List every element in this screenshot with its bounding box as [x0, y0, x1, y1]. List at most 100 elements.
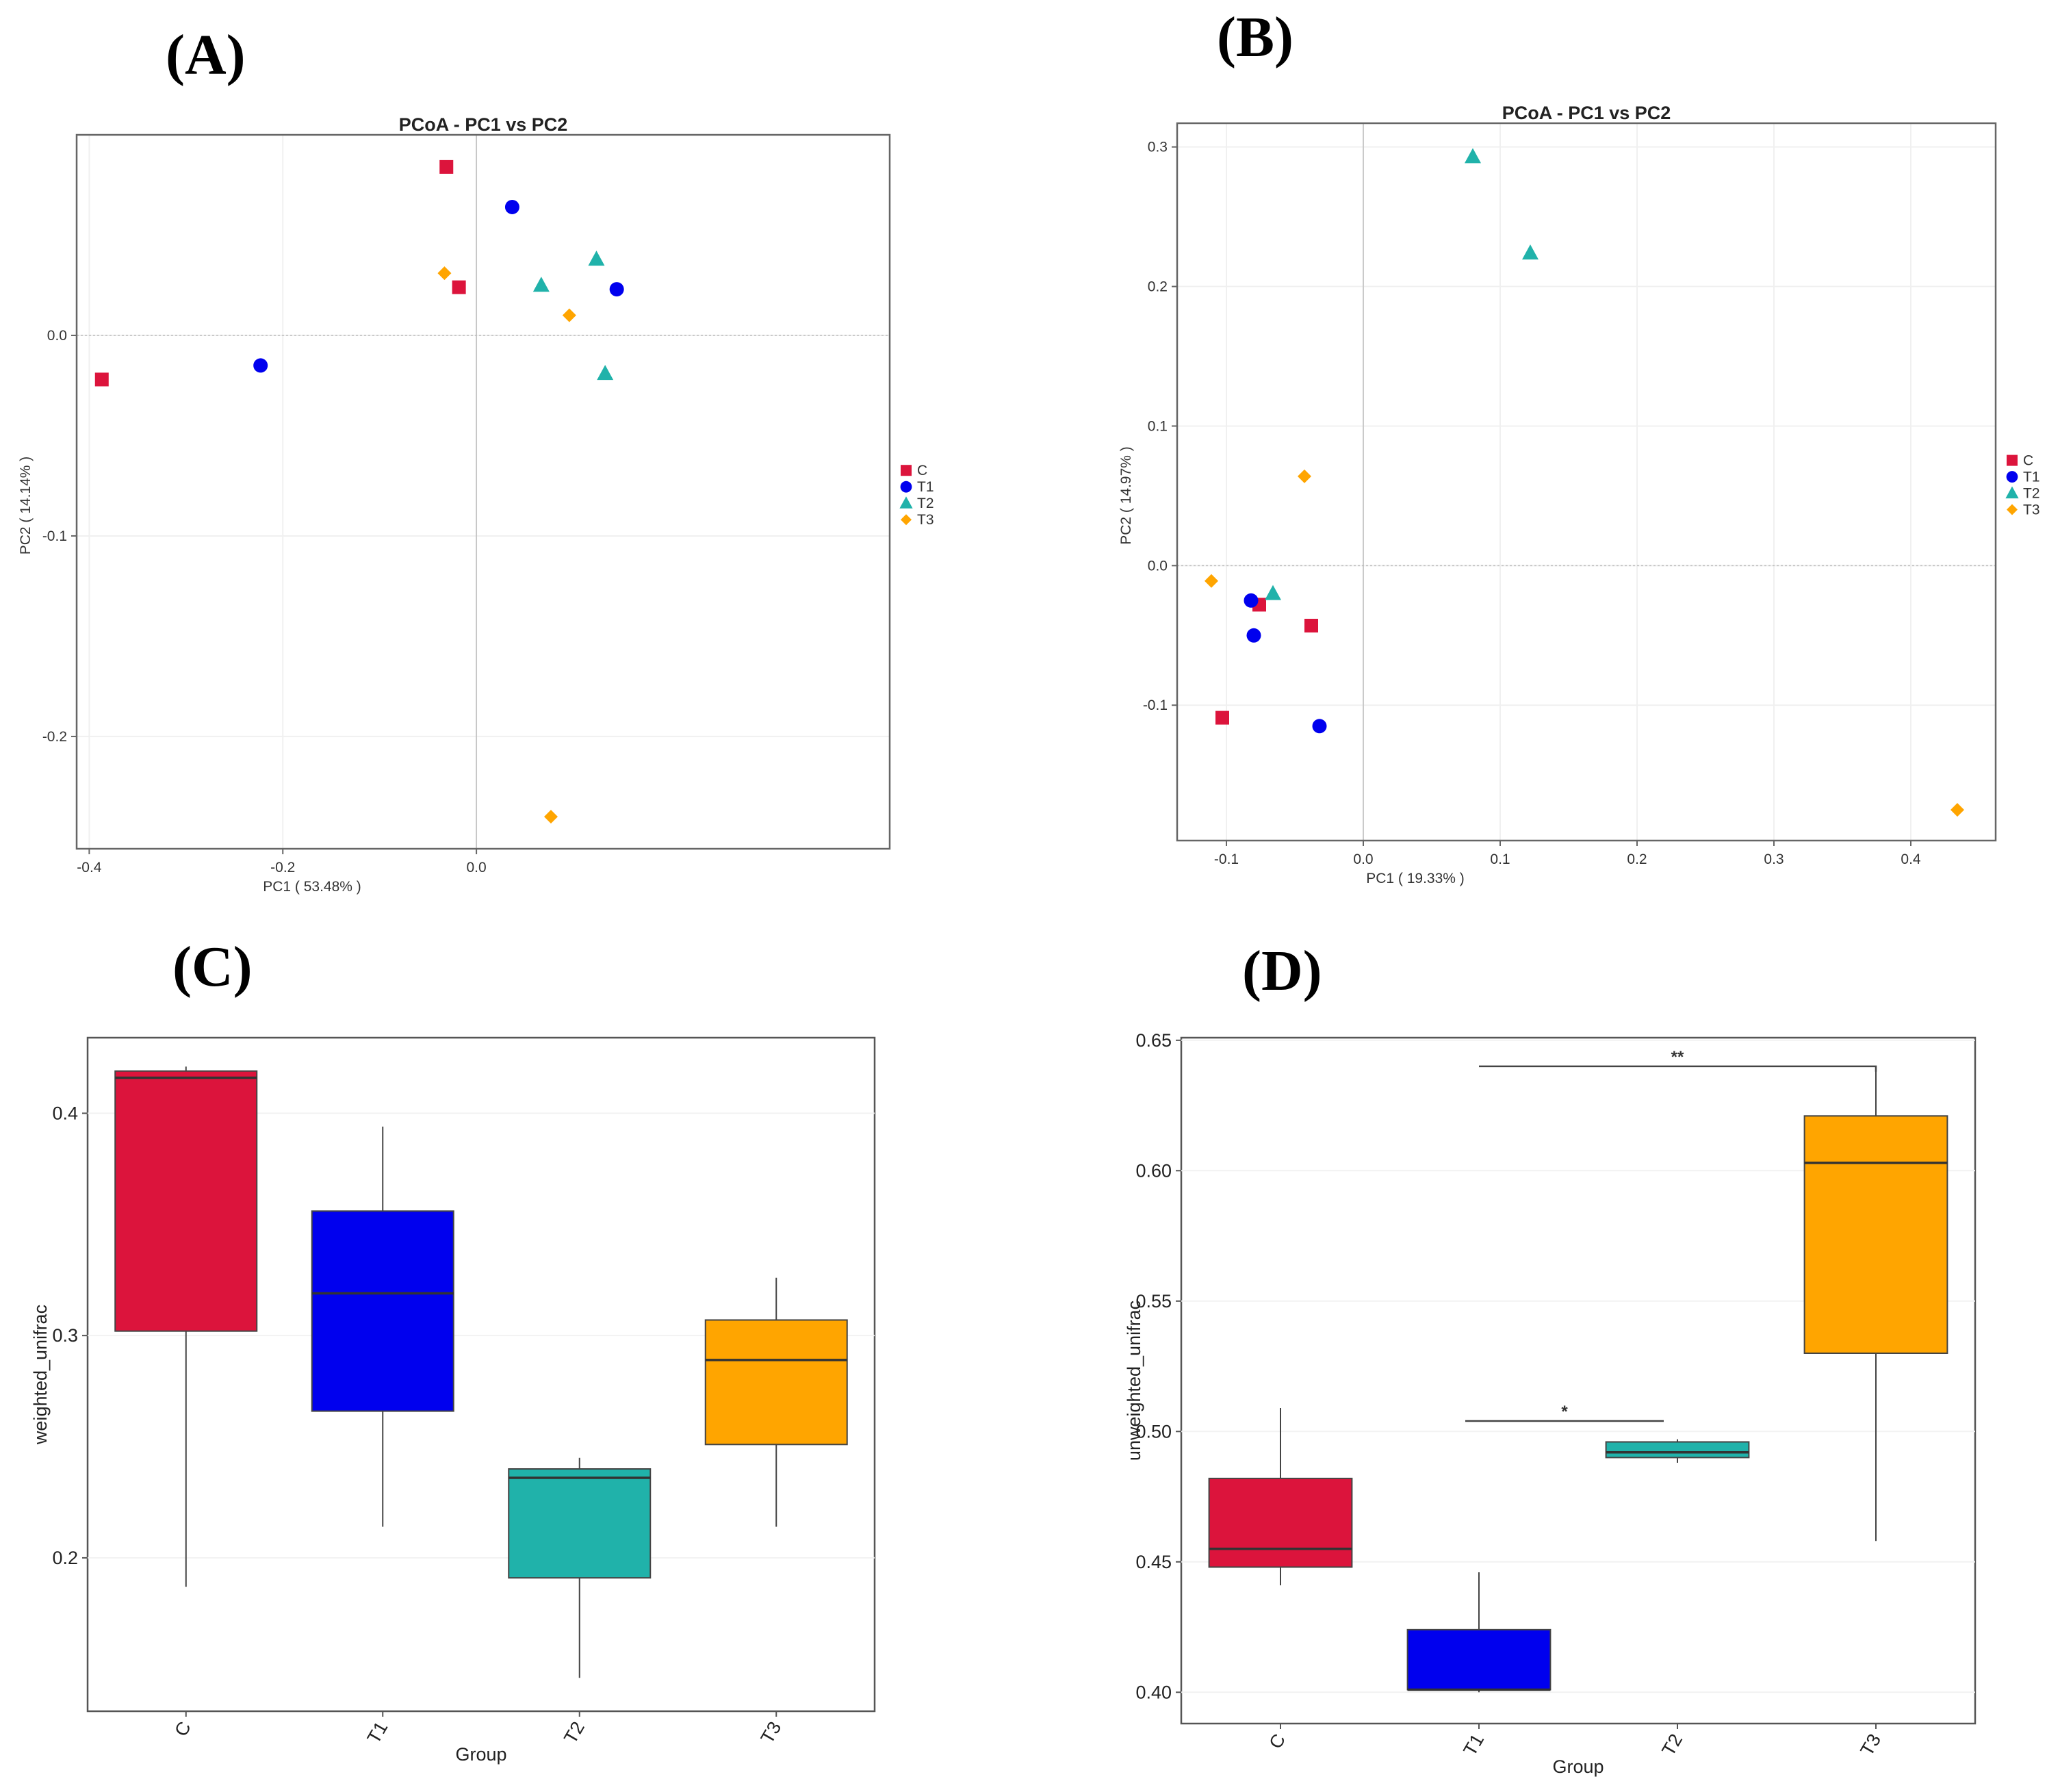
y-tick-label: 0.3 [1148, 140, 1168, 155]
x-tick-label: T3 [1856, 1730, 1885, 1759]
x-tick-label: 0.3 [1764, 852, 1784, 867]
pcoa-chart-b: PCoA - PC1 vs PC2 -0.1 0.0 0.1 0.2 0.3 0.4 0.3 0… [1118, 103, 2040, 886]
plot-frame [1180, 1036, 1977, 1725]
chart-title: PCoA - PC1 vs PC2 [1502, 103, 1671, 123]
y-axis-label: PC2 ( 14.14% ) [18, 457, 34, 555]
x-axis-label: PC1 ( 53.48% ) [263, 879, 361, 895]
data-point-t1 [609, 282, 624, 297]
significance-label: * [1561, 1403, 1568, 1421]
y-tick-label: 0.1 [1148, 418, 1168, 434]
x-tick-label: -0.2 [270, 860, 295, 875]
legend-label: C [2023, 453, 2033, 469]
box-c [114, 1070, 258, 1332]
legend-marker-t1 [2006, 471, 2018, 483]
x-tick-label: T2 [560, 1718, 589, 1747]
x-tick-label: -0.1 [1214, 852, 1239, 867]
x-tick-label: C [170, 1718, 195, 1740]
y-tick-label: 0.2 [52, 1548, 78, 1568]
y-tick-label: 0.0 [1148, 558, 1168, 574]
box-t3 [704, 1319, 848, 1446]
data-point-t1 [253, 358, 268, 373]
plot-frame [86, 1036, 876, 1713]
y-tick-label: 0.45 [1135, 1552, 1172, 1572]
panel-label-c: (C) [172, 935, 253, 999]
y-axis-label: PC2 ( 14.97% ) [1118, 446, 1134, 545]
legend-marker-t3 [2007, 504, 2018, 515]
x-axis-label: PC1 ( 19.33% ) [1366, 871, 1465, 886]
y-tick-label: 0.3 [52, 1325, 78, 1346]
data-point-t2 [1265, 585, 1281, 600]
data-point-t2 [1522, 244, 1538, 260]
data-point-t3 [1298, 469, 1311, 483]
data-point-c [94, 372, 109, 387]
data-point-t2 [588, 251, 605, 266]
legend-label: T1 [917, 479, 934, 495]
y-tick-label: 0.40 [1135, 1682, 1172, 1702]
chart-title: PCoA - PC1 vs PC2 [399, 114, 568, 135]
box-t1 [1406, 1628, 1552, 1691]
y-tick-label: -0.1 [1143, 697, 1168, 713]
y-axis-label: weighted_unifrac [30, 1305, 51, 1445]
y-tick-label: 0.2 [1148, 279, 1168, 295]
pcoa-chart-a: PCoA - PC1 vs PC2 -0.4 -0.2 0.0 0.0 -0.1 -0.2 P… [18, 114, 934, 895]
box-t1 [311, 1210, 454, 1412]
y-tick-label: 0.60 [1135, 1160, 1172, 1181]
legend-label: T2 [2023, 486, 2040, 502]
data-point-t3 [1950, 803, 1964, 817]
x-tick-label: T2 [1658, 1730, 1686, 1759]
significance-bracket [1479, 1065, 1877, 1072]
data-point-c [1215, 711, 1229, 725]
data-point-t2 [1465, 148, 1481, 164]
x-axis-label: Group [1552, 1756, 1604, 1777]
legend-marker-c [2007, 455, 2018, 466]
data-point-t3 [562, 308, 576, 322]
data-point-t1 [1246, 628, 1261, 643]
legend-marker-c [901, 465, 912, 476]
legend-marker-t3 [901, 514, 912, 526]
data-point-t1 [1312, 719, 1327, 734]
x-tick-label: 0.2 [1627, 852, 1647, 867]
data-point-t1 [504, 199, 519, 214]
y-tick-label: -0.2 [42, 729, 67, 745]
x-tick-label: T1 [1459, 1730, 1488, 1759]
x-tick-label: T1 [363, 1718, 392, 1747]
y-tick-label: -0.1 [42, 528, 67, 544]
x-tick-label: C [1265, 1730, 1289, 1752]
plot-frame [1176, 122, 1997, 842]
plot-frame [75, 133, 891, 850]
panel-label-a: (A) [166, 23, 246, 87]
legend-label: T2 [917, 496, 934, 511]
legend-marker-t2 [899, 496, 913, 509]
y-tick-label: 0.50 [1135, 1421, 1172, 1442]
legend-label: T3 [917, 512, 934, 528]
legend-label: T1 [2023, 470, 2040, 485]
x-tick-label: 0.1 [1490, 852, 1510, 867]
box-c [1208, 1477, 1353, 1568]
y-tick-label: 0.55 [1135, 1291, 1172, 1311]
x-tick-label: 0.4 [1901, 852, 1921, 867]
significance-label: ** [1671, 1048, 1684, 1066]
data-point-t1 [1244, 593, 1259, 608]
data-point-t3 [544, 810, 558, 824]
panel-label-b: (B) [1217, 5, 1293, 69]
panel-label-d: (D) [1242, 939, 1322, 1003]
y-tick-label: 0.0 [47, 328, 67, 344]
y-tick-label: 0.65 [1135, 1030, 1172, 1051]
x-axis-label: Group [455, 1744, 506, 1765]
data-point-c [439, 159, 454, 174]
box-t2 [1605, 1441, 1750, 1459]
box-t3 [1803, 1115, 1948, 1354]
data-point-t3 [1205, 574, 1218, 588]
data-point-t2 [532, 277, 550, 292]
x-tick-label: 0.0 [466, 860, 486, 875]
legend-label: T3 [2023, 502, 2040, 518]
y-tick-label: 0.4 [52, 1103, 78, 1123]
box-t2 [508, 1468, 652, 1579]
boxplot-chart-d: ***0.400.450.500.550.600.65C T1 T2 T3Groupu… [1124, 1030, 1977, 1777]
boxplot-chart-c: 0.2 0.3 0.4 C T1 T2 T3 Group weighted_unifrac [30, 1036, 876, 1765]
x-tick-label: 0.0 [1353, 852, 1373, 867]
x-tick-label: T3 [757, 1718, 786, 1747]
data-point-t3 [437, 266, 452, 281]
y-axis-label: unweighted_unifrac [1124, 1301, 1144, 1461]
